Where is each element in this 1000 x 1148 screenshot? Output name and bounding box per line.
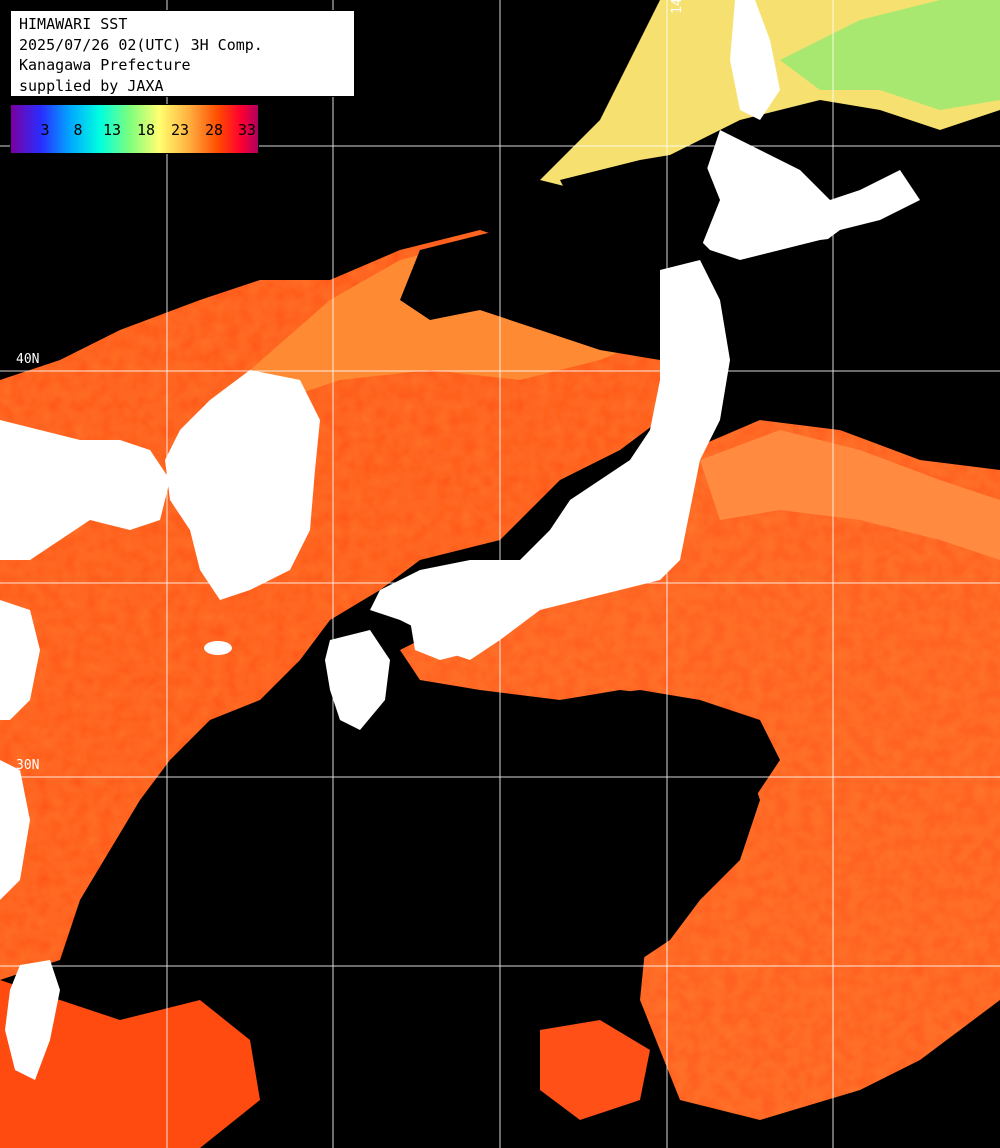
sea-surface-east [400, 420, 1000, 1120]
sea-surface-far-north-green [780, 0, 1000, 110]
land-japan-hokkaido [690, 130, 920, 270]
cloud-band-east [730, 220, 1000, 460]
map-info-box: HIMAWARI SST 2025/07/26 02(UTC) 3H Comp.… [10, 10, 355, 97]
legend-label: 3 [40, 121, 50, 139]
sea-surface-east-cool [700, 430, 1000, 560]
land-japan-kyushu [325, 630, 390, 730]
land-taiwan [5, 960, 60, 1080]
lon-label-140e: 140E [670, 0, 685, 14]
data-credit: supplied by JAXA [19, 76, 164, 95]
cloud-band-north-sea [560, 150, 720, 260]
timestamp: 2025/07/26 02(UTC) 3H Comp. [19, 35, 263, 54]
land-jeju [204, 641, 232, 655]
legend-label: 23 [170, 121, 190, 139]
land-korea [165, 370, 320, 600]
land-china-south [0, 760, 30, 900]
legend-label: 28 [204, 121, 224, 139]
legend-label: 18 [136, 121, 156, 139]
legend-label: 33 [237, 121, 257, 139]
land-sakhalin [730, 0, 780, 120]
sea-surface-south-east [540, 1020, 650, 1120]
cloud-band-southeast [860, 1010, 1000, 1148]
product-title: HIMAWARI SST [19, 15, 128, 33]
sea-surface-south [0, 980, 260, 1148]
land-japan-shikoku [410, 610, 490, 660]
lat-label-40n: 40N [16, 352, 40, 367]
temperature-color-scale: 3 8 13 18 23 28 33 [10, 104, 259, 154]
legend-label: 13 [102, 121, 122, 139]
land-china-shandong [0, 600, 40, 720]
land-china-north [0, 420, 170, 560]
region-name: Kanagawa Prefecture [19, 56, 191, 74]
legend-label: 8 [73, 121, 83, 139]
cloud-band-north [400, 230, 660, 360]
land-japan-honshu [370, 260, 730, 660]
lat-label-30n: 30N [16, 758, 40, 773]
